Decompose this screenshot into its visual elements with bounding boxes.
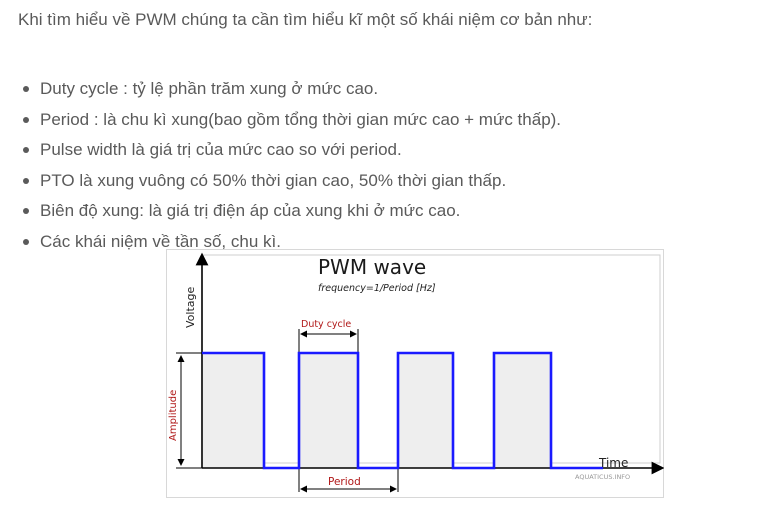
list-item: Period : là chu kì xung(bao gồm tổng thờ… [23, 105, 562, 136]
intro-text: Khi tìm hiểu về PWM chúng ta cần tìm hiể… [18, 10, 593, 29]
bullet-icon [23, 86, 29, 92]
amplitude-label: Amplitude [168, 390, 179, 441]
pulse-fill [299, 353, 358, 468]
list-item: Duty cycle : tỷ lệ phần trăm xung ở mức … [23, 74, 561, 105]
watermark-label: AQUATICUS.INFO [575, 473, 630, 481]
pulse-shading [203, 353, 551, 468]
figure-subtitle: frequency=1/Period [Hz] [318, 283, 436, 294]
pulse-fill [398, 353, 453, 468]
list-item-text: Period : là chu kì xung(bao gồm tổng thờ… [40, 109, 562, 129]
list-item-text: Biên độ xung: là giá trị điện áp của xun… [40, 201, 461, 220]
pwm-wave-svg: PWM wave frequency=1/Period [Hz] Voltage… [166, 249, 664, 498]
list-item-text: Pulse width là giá trị của mức cao so vớ… [40, 140, 402, 159]
bullet-icon [23, 208, 29, 214]
list-item: PTO là xung vuông có 50% thời gian cao, … [23, 166, 561, 197]
x-axis-label: Time [598, 456, 628, 470]
concept-list: Duty cycle : tỷ lệ phần trăm xung ở mức … [0, 74, 561, 257]
duty-cycle-label: Duty cycle [301, 319, 351, 330]
list-item: Các khái niệm về tần số, chu kì. [23, 227, 561, 258]
list-item-text: Các khái niệm về tần số, chu kì. [40, 231, 281, 251]
pwm-wave-diagram: PWM wave frequency=1/Period [Hz] Voltage… [166, 249, 664, 498]
bullet-icon [23, 147, 29, 153]
list-item-text: Duty cycle : tỷ lệ phần trăm xung ở mức … [40, 79, 379, 98]
pulse-fill [494, 353, 551, 468]
pulse-fill [203, 353, 264, 468]
bullet-icon [23, 116, 29, 123]
list-item: Biên độ xung: là giá trị điện áp của xun… [23, 196, 561, 227]
bullet-icon [23, 177, 29, 184]
y-axis-label: Voltage [184, 287, 197, 328]
period-label: Period [328, 476, 361, 488]
list-item: Pulse width là giá trị của mức cao so vớ… [23, 135, 561, 166]
pwm-waveform [202, 351, 603, 470]
list-item-text: PTO là xung vuông có 50% thời gian cao, … [40, 170, 507, 190]
figure-title: PWM wave [318, 255, 426, 279]
bullet-icon [23, 238, 29, 245]
